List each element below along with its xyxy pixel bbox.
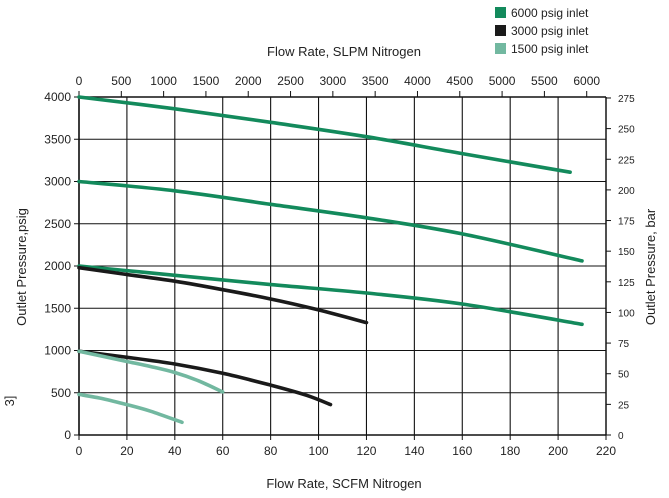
series-line-0 xyxy=(77,95,572,174)
series-line-6 xyxy=(77,392,184,425)
x-tick-label: 120 xyxy=(356,444,376,458)
x-tick-label: 0 xyxy=(76,444,83,458)
legend-swatch-1500 xyxy=(495,43,506,54)
x2-tick-label: 1000 xyxy=(150,74,177,88)
x2-tick-label: 1500 xyxy=(193,74,220,88)
x-tick-label: 140 xyxy=(404,444,424,458)
bottom-axis-title: Flow Rate, SCFM Nitrogen xyxy=(266,476,421,491)
legend-label-6000: 6000 psig inlet xyxy=(511,6,589,20)
legend-swatch-6000 xyxy=(495,7,506,18)
grid xyxy=(78,96,607,436)
x2-tick-label: 4500 xyxy=(446,74,473,88)
y2-tick-label: 175 xyxy=(618,217,635,228)
legend-item-3000: 3000 psig inlet xyxy=(495,24,589,38)
series-line-4 xyxy=(77,349,333,407)
series-group xyxy=(77,95,584,425)
x-tick-label: 200 xyxy=(548,444,568,458)
legend-label-3000: 3000 psig inlet xyxy=(511,24,589,38)
top-axis-title: Flow Rate, SLPM Nitrogen xyxy=(267,44,421,59)
x2-tick-label: 4000 xyxy=(404,74,431,88)
y2-tick-label: 25 xyxy=(618,400,630,411)
x2-tick-label: 3000 xyxy=(320,74,347,88)
legend-item-6000: 6000 psig inlet xyxy=(495,6,589,20)
x2-tick-label: 500 xyxy=(111,74,131,88)
y2-tick-label: 50 xyxy=(618,370,630,381)
series-line-5 xyxy=(77,349,225,394)
left-axis-title: Outlet Pressure,psig xyxy=(14,208,29,326)
legend: 6000 psig inlet 3000 psig inlet 1500 psi… xyxy=(495,6,589,56)
x2-tick-label: 2500 xyxy=(277,74,304,88)
y2-tick-label: 100 xyxy=(618,308,635,319)
y2-tick-label: 0 xyxy=(618,431,624,442)
x-tick-label: 40 xyxy=(168,444,182,458)
x-tick-label: 100 xyxy=(309,444,329,458)
y-tick-label: 0 xyxy=(64,428,71,442)
y-tick-label: 2500 xyxy=(44,217,71,231)
x2-tick-label: 3500 xyxy=(362,74,389,88)
y-tick-label: 1000 xyxy=(44,344,71,358)
y2-tick-label: 250 xyxy=(618,125,635,136)
x-tick-label: 80 xyxy=(264,444,278,458)
y-tick-label: 500 xyxy=(51,386,71,400)
series-line-2 xyxy=(77,264,584,327)
ticks: 0 20 40 60 80 100 120 140 160 180 200 2200500100015… xyxy=(44,74,635,458)
y2-tick-label: 200 xyxy=(618,186,635,197)
legend-swatch-3000 xyxy=(495,25,506,36)
series-line-1 xyxy=(77,179,584,263)
x-tick-label: 60 xyxy=(216,444,230,458)
x2-tick-label: 5000 xyxy=(489,74,516,88)
y2-tick-label: 75 xyxy=(618,339,630,350)
y2-tick-label: 275 xyxy=(618,94,635,105)
y2-tick-label: 225 xyxy=(618,155,635,166)
y-tick-label: 3500 xyxy=(44,132,71,146)
y-tick-label: 1500 xyxy=(44,301,71,315)
x-tick-label: 180 xyxy=(500,444,520,458)
x-tick-label: 160 xyxy=(452,444,472,458)
y2-tick-label: 150 xyxy=(618,247,635,258)
x2-tick-label: 2000 xyxy=(235,74,262,88)
y-tick-label: 4000 xyxy=(44,90,71,104)
x2-tick-label: 0 xyxy=(76,74,83,88)
y-tick-label: 3000 xyxy=(44,175,71,189)
left-edge-fragment: 3] xyxy=(2,396,17,407)
y2-tick-label: 125 xyxy=(618,278,635,289)
legend-label-1500: 1500 psig inlet xyxy=(511,42,589,56)
x-tick-label: 20 xyxy=(120,444,134,458)
y-tick-label: 2000 xyxy=(44,259,71,273)
series-line-3 xyxy=(77,265,369,325)
right-axis-title: Outlet Pressure, bar xyxy=(643,208,658,325)
legend-item-1500: 1500 psig inlet xyxy=(495,42,589,56)
x2-tick-label: 5500 xyxy=(531,74,558,88)
x2-tick-label: 6000 xyxy=(573,74,600,88)
x-tick-label: 220 xyxy=(596,444,616,458)
